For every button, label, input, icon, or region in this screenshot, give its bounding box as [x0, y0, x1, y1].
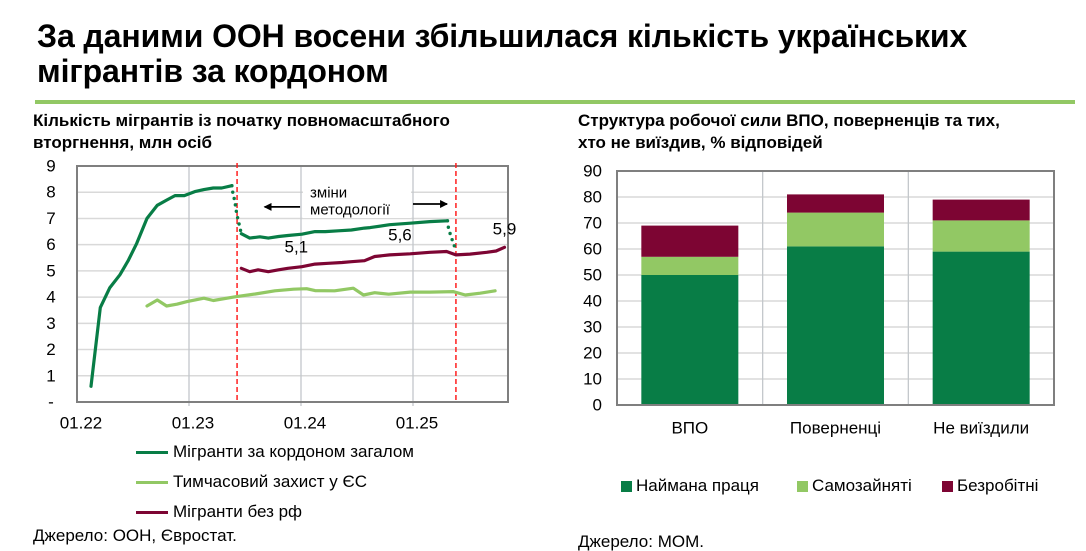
legend-item-temporary-protection: Тимчасовий захист у ЄС — [136, 471, 367, 493]
x-tick-label: 01.24 — [284, 414, 327, 433]
left-source-note: Джерело: ООН, Євростат. — [33, 526, 237, 545]
line-chart: 01.22 01.23 01.24 01.25 - 1 2 3 4 5 6 7 8 9 зміниметод… — [46, 157, 516, 433]
series-line — [239, 245, 507, 274]
legend-label: Мігранти без рф — [173, 502, 303, 521]
left-chart-title-line-1: Кількість мігрантів із початку повномасш… — [33, 111, 450, 130]
legend-item-total-migrants: Мігранти за кордоном загалом — [136, 441, 414, 463]
series-1 — [239, 245, 507, 274]
page-title-line-2: мігрантів за кордоном — [37, 53, 389, 89]
right-chart-title-line-1: Структура робочої сили ВПО, поверненців … — [578, 111, 1000, 130]
y-tick-label: 10 — [583, 370, 602, 389]
x-category-label: Не виїздили — [933, 419, 1029, 438]
legend-label: Наймана праця — [636, 476, 759, 495]
plot-area-border — [616, 170, 1055, 406]
bar-segment — [641, 275, 739, 405]
y-tick-label: 4 — [46, 288, 55, 307]
series-0 — [145, 286, 497, 308]
y-tick-label: - — [48, 393, 54, 412]
value-annotation: 5,6 — [388, 225, 412, 244]
y-tick-label: 70 — [583, 214, 602, 233]
series-dotted-connector — [445, 219, 457, 250]
bar-segment — [932, 220, 1030, 252]
bar-segment — [787, 194, 884, 213]
right-source-note: Джерело: МОМ. — [578, 532, 704, 551]
bar-stack — [641, 225, 739, 405]
bar-segment — [932, 199, 1030, 221]
legend-label: Безробітні — [957, 476, 1039, 495]
title-divider — [35, 100, 1075, 104]
series-line — [89, 184, 234, 388]
value-annotation: 5,9 — [493, 219, 517, 238]
stacked-bar-chart: 0 10 20 30 40 50 60 70 80 90 ВПО Поверненці Не виїзд… — [583, 162, 1055, 438]
plot-area-border — [76, 165, 509, 403]
y-tick-label: 7 — [46, 209, 55, 228]
legend-label: Самозайняті — [812, 476, 912, 495]
y-tick-label: 20 — [583, 344, 602, 363]
legend-item-unemployed: Безробітні — [942, 475, 1038, 497]
x-tick-label: 01.23 — [172, 414, 215, 433]
y-tick-label: 0 — [593, 396, 602, 415]
left-chart-title-line-2: вторгнення, млн осіб — [33, 133, 213, 152]
y-tick-label: 90 — [583, 162, 602, 181]
y-tick-label: 50 — [583, 266, 602, 285]
y-tick-label: 6 — [46, 235, 55, 254]
y-tick-label: 40 — [583, 292, 602, 311]
legend-label: Мігранти за кордоном загалом — [173, 442, 414, 461]
right-chart-title: Структура робочої сили ВПО, поверненців … — [578, 110, 1000, 154]
bar-segment — [641, 225, 739, 257]
y-tick-label: 9 — [46, 157, 55, 176]
legend-item-self-employed: Самозайняті — [797, 475, 912, 497]
legend-swatch-light-green-line — [136, 480, 168, 484]
bar-stack — [932, 199, 1030, 405]
legend-item-migrants-excl-russia: Мігранти без рф — [136, 501, 302, 523]
bar-segment — [932, 251, 1030, 405]
bar-segment — [787, 246, 884, 405]
x-tick-label: 01.25 — [396, 414, 439, 433]
y-tick-label: 80 — [583, 188, 602, 207]
y-tick-label: 5 — [46, 261, 55, 280]
methodology-note-text: методології — [310, 202, 391, 219]
left-chart-title: Кількість мігрантів із початку повномасш… — [33, 110, 450, 154]
y-tick-label: 30 — [583, 318, 602, 337]
y-tick-label: 8 — [46, 183, 55, 202]
value-annotation: 5,1 — [285, 237, 309, 256]
y-tick-label: 3 — [46, 314, 55, 333]
legend-label: Тимчасовий захист у ЄС — [173, 472, 367, 491]
legend-swatch-dark-green-line — [136, 450, 168, 454]
y-tick-label: 2 — [46, 340, 55, 359]
x-category-label: Поверненці — [790, 419, 881, 438]
right-chart-title-line-2: хто не виїздив, % відповідей — [578, 133, 823, 152]
x-category-label: ВПО — [671, 419, 708, 438]
page-title: За даними ООН восени збільшилася кількіс… — [37, 19, 967, 89]
bar-stack — [787, 194, 884, 405]
bar-segment — [787, 212, 884, 247]
legend-swatch-maroon-line — [136, 510, 168, 514]
methodology-note-text: зміни — [310, 185, 347, 202]
page-title-line-1: За даними ООН восени збільшилася кількіс… — [37, 18, 968, 54]
methodology-note-background — [303, 182, 411, 218]
bar-segment — [641, 256, 739, 275]
y-tick-label: 60 — [583, 240, 602, 259]
series-dotted-connector — [230, 184, 243, 236]
legend-swatch-maroon-square — [942, 480, 953, 492]
series-line — [239, 219, 450, 240]
legend-swatch-light-green-square — [797, 480, 808, 492]
series-line — [145, 286, 497, 308]
x-tick-label: 01.22 — [60, 414, 103, 433]
series-2 — [89, 184, 457, 388]
legend-item-employed: Наймана праця — [621, 475, 759, 497]
y-tick-label: 1 — [46, 366, 55, 385]
legend-swatch-dark-green-square — [621, 480, 632, 492]
